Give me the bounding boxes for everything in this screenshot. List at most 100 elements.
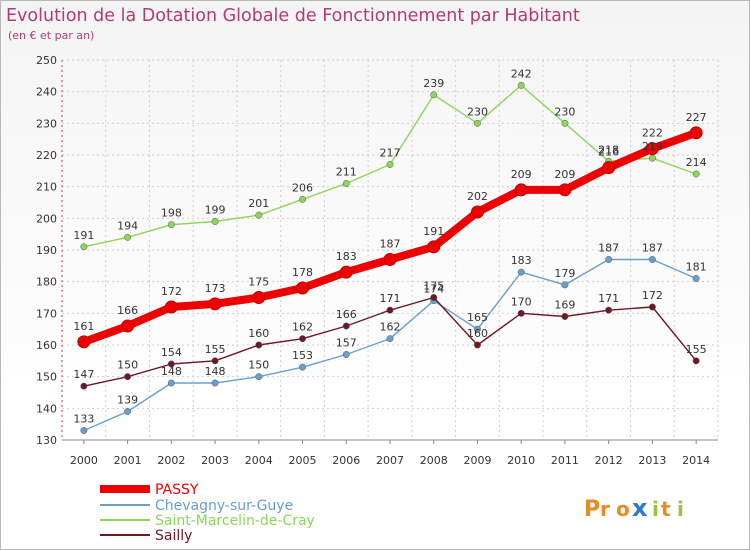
data-point [211,218,219,225]
data-point [383,253,397,266]
legend-label: Chevagny-sur-Guye [155,498,293,514]
data-label: 175 [248,276,269,289]
axes: 130 140 150 160 170 180 190 200 210 220 230 240 250 2… [36,54,718,467]
data-label: 169 [554,299,575,312]
data-point [121,319,135,333]
x-tick-label: 2003 [201,454,229,467]
data-label: 214 [686,156,707,169]
data-label: 139 [117,394,138,407]
data-label: 148 [161,365,182,378]
data-point [124,373,132,381]
data-label: 160 [467,327,488,340]
data-point [255,341,263,349]
data-label: 133 [73,413,94,426]
data-label: 219 [642,140,663,153]
logo-letter: r [600,497,610,521]
y-tick-label: 240 [36,86,57,99]
x-tick-label: 2000 [70,454,98,467]
chart-title: Evolution de la Dotation Globale de Fonc… [6,6,580,26]
logo-letter: x [632,494,648,522]
data-label: 153 [292,349,313,362]
data-point [77,335,91,349]
data-point [80,382,88,390]
data-label: 160 [248,327,269,340]
data-point [208,297,222,311]
data-label: 172 [161,285,182,298]
data-point [167,379,175,387]
data-label: 161 [73,320,94,333]
data-label: 162 [380,321,401,334]
data-label: 199 [205,204,226,217]
y-tick-label: 180 [36,276,57,289]
data-point [167,360,175,368]
data-label: 165 [467,311,488,324]
y-tick-label: 210 [36,181,57,194]
x-tick-label: 2001 [114,454,142,467]
data-point [255,211,263,219]
data-point [561,313,569,320]
data-point [517,268,525,276]
data-label: 194 [117,219,138,232]
data-point [689,126,703,140]
logo-letter: P [584,497,600,522]
y-tick-label: 220 [36,149,57,162]
data-label: 181 [686,261,707,274]
x-tick-label: 2009 [463,454,491,467]
data-label: 155 [686,343,707,356]
legend-label: Saint-Marcelin-de-Cray [155,513,315,529]
data-label: 166 [336,308,357,321]
data-point [605,256,613,263]
data-label: 173 [205,282,226,295]
data-label: 147 [73,368,94,381]
data-point [648,154,656,162]
data-labels: 133 139 148 148 150 153 157 162 174 165 183 179 187 1… [73,67,706,425]
x-tick-label: 2006 [332,454,360,467]
data-point [692,275,700,282]
data-label: 148 [205,365,226,378]
data-point [339,265,353,279]
logo-letter: o [616,497,630,521]
data-label: 150 [248,359,269,372]
data-point [167,221,175,229]
x-tick-label: 2005 [289,454,317,467]
x-tick-label: 2004 [245,454,273,467]
data-point [299,335,306,343]
x-tick-label: 2011 [551,454,579,467]
data-label: 187 [380,238,401,251]
data-point [514,183,528,197]
data-label: 171 [380,292,401,305]
data-point [386,306,394,314]
data-point [648,256,656,263]
y-tick-label: 140 [36,402,57,415]
x-tick-label: 2014 [682,454,710,467]
data-label: 154 [161,346,182,359]
data-label: 172 [642,289,663,302]
x-tick-label: 2012 [595,454,623,467]
y-tick-label: 160 [36,339,57,352]
data-point [517,81,525,89]
series-lines [77,81,703,434]
data-label: 227 [686,111,707,124]
data-point [692,357,700,365]
y-tick-label: 130 [36,434,57,447]
data-label: 218 [598,143,619,156]
data-point [342,351,350,358]
data-label: 191 [73,229,94,242]
data-point [474,119,481,127]
data-point [124,408,132,415]
y-tick-label: 230 [36,117,57,130]
data-label: 162 [292,321,313,334]
y-tick-label: 200 [36,212,57,225]
data-label: 217 [380,147,401,160]
data-point [430,294,438,301]
data-point [470,205,484,219]
y-tick-label: 190 [36,244,57,257]
data-point [692,170,700,178]
data-label: 201 [248,197,269,210]
data-label: 191 [423,225,444,238]
data-label: 242 [511,67,532,80]
data-point [474,341,481,349]
logo-letter: i [677,497,684,521]
